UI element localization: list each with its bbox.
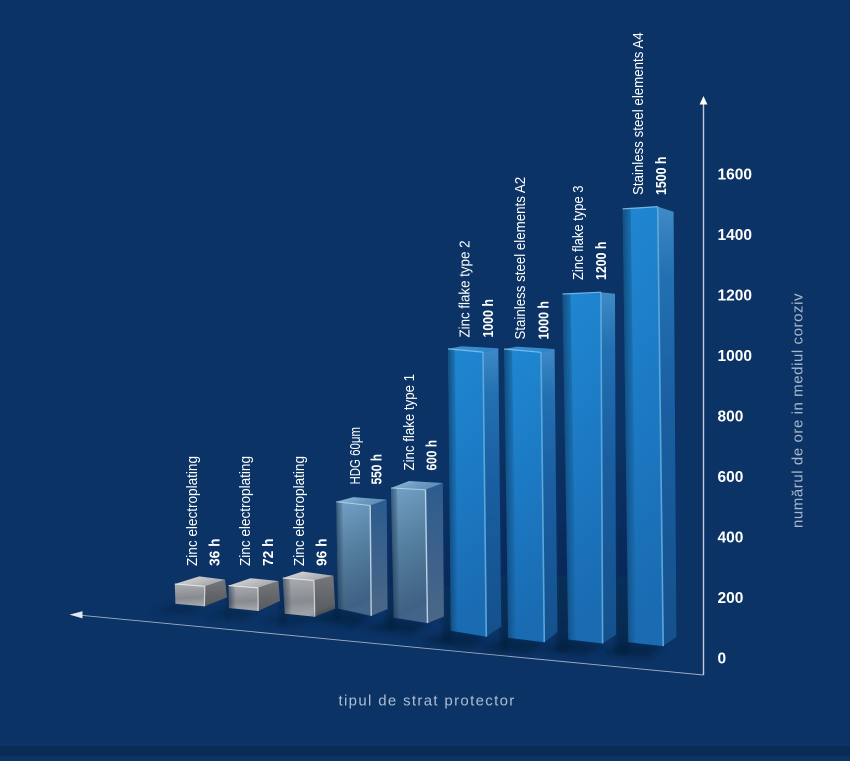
svg-text:Stainless steel elements A4: Stainless steel elements A4 — [630, 32, 647, 195]
svg-text:1500 h: 1500 h — [653, 157, 670, 196]
svg-text:600 h: 600 h — [423, 440, 440, 471]
svg-text:Zinc flake type 2: Zinc flake type 2 — [457, 241, 474, 338]
svg-text:1200: 1200 — [718, 287, 752, 304]
svg-text:550 h: 550 h — [369, 454, 386, 485]
svg-text:0: 0 — [718, 650, 727, 667]
svg-text:600: 600 — [718, 469, 744, 486]
svg-text:1200 h: 1200 h — [593, 242, 610, 281]
svg-text:400: 400 — [718, 529, 744, 546]
svg-text:HDG 60μm: HDG 60μm — [347, 427, 364, 485]
svg-text:1000 h: 1000 h — [480, 299, 497, 338]
svg-text:1000 h: 1000 h — [535, 301, 552, 340]
svg-text:Zinc electroplating: Zinc electroplating — [184, 456, 201, 566]
svg-text:1000: 1000 — [718, 348, 752, 365]
svg-text:36 h: 36 h — [206, 539, 223, 567]
svg-text:Zinc electroplating: Zinc electroplating — [237, 456, 254, 566]
svg-text:1600: 1600 — [718, 166, 752, 183]
svg-text:tipul de strat protector: tipul de strat protector — [339, 693, 516, 710]
svg-text:200: 200 — [718, 590, 744, 607]
svg-text:96 h: 96 h — [314, 539, 331, 567]
svg-text:numărul de ore in mediul coroz: numărul de ore in mediul coroziv — [790, 293, 807, 528]
svg-text:Zinc flake type 1: Zinc flake type 1 — [401, 374, 418, 471]
svg-text:Zinc electroplating: Zinc electroplating — [291, 456, 308, 566]
svg-text:800: 800 — [718, 408, 744, 425]
svg-text:1400: 1400 — [718, 227, 752, 244]
svg-text:Zinc flake type 3: Zinc flake type 3 — [570, 186, 587, 281]
svg-text:Stainless steel elements A2: Stainless steel elements A2 — [512, 177, 529, 340]
svg-text:72 h: 72 h — [260, 539, 277, 567]
